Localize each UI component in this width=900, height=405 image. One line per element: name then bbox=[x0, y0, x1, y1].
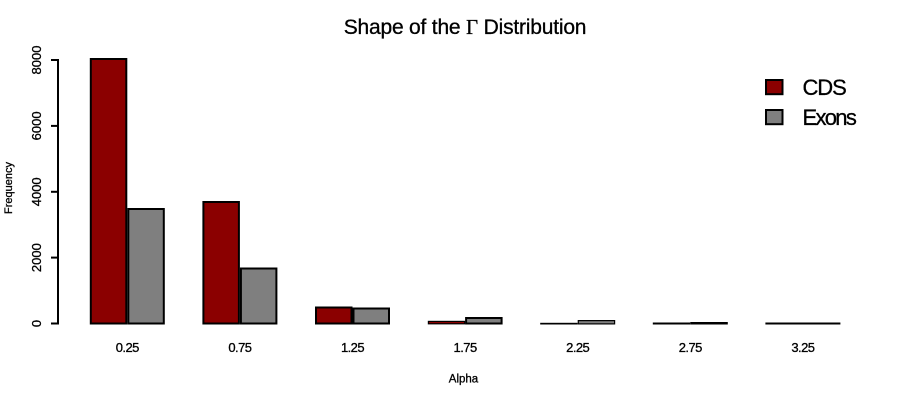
svg-text:2000: 2000 bbox=[29, 243, 44, 272]
svg-text:8000: 8000 bbox=[29, 46, 44, 75]
svg-text:CDS: CDS bbox=[803, 75, 847, 100]
svg-text:Shape of the Γ Distribution: Shape of the Γ Distribution bbox=[344, 15, 587, 39]
svg-text:0: 0 bbox=[29, 320, 44, 327]
svg-text:0.25: 0.25 bbox=[116, 340, 139, 355]
svg-text:Exons: Exons bbox=[803, 105, 857, 130]
svg-text:0.75: 0.75 bbox=[228, 340, 251, 355]
svg-text:Alpha: Alpha bbox=[449, 374, 479, 386]
svg-text:6000: 6000 bbox=[29, 111, 44, 140]
svg-text:1.25: 1.25 bbox=[341, 340, 364, 355]
svg-text:3.25: 3.25 bbox=[791, 340, 814, 355]
svg-text:1.75: 1.75 bbox=[454, 340, 477, 355]
svg-text:2.75: 2.75 bbox=[679, 340, 702, 355]
svg-text:2.25: 2.25 bbox=[566, 340, 589, 355]
svg-text:Frequency: Frequency bbox=[3, 162, 15, 214]
svg-text:4000: 4000 bbox=[29, 177, 44, 206]
